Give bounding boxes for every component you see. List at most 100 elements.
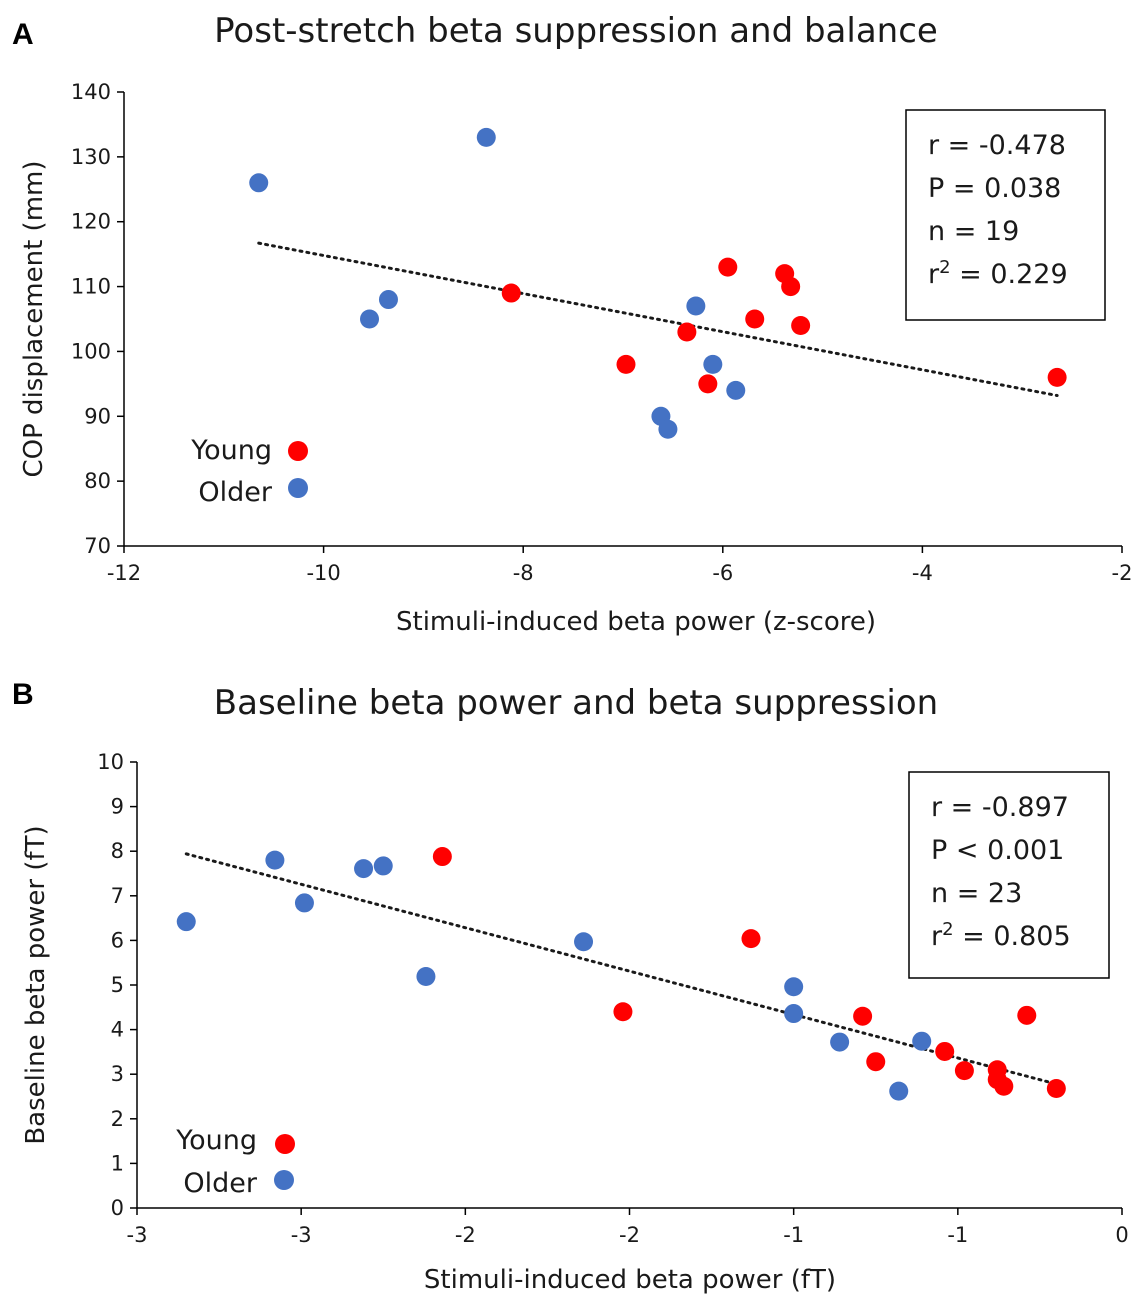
panel-b-point-young [741, 929, 761, 949]
panel-a-points [249, 127, 1067, 439]
panel-b-x-tick-label: -3 [291, 1223, 312, 1247]
panel-b-y-tick-label: 10 [97, 750, 124, 774]
panel-b-y-label: Baseline beta power (fT) [21, 825, 51, 1144]
panel-b-legend-older-marker [274, 1170, 294, 1190]
panel-a-y-tick-label: 120 [71, 210, 111, 234]
panel-b-point-young [954, 1061, 974, 1081]
panel-a-point-young [745, 309, 765, 329]
panel-b-letter: B [12, 678, 34, 711]
panel-b-y-tick-label: 6 [111, 928, 124, 952]
panel-a-x-tick-label: -4 [912, 561, 933, 585]
panel-b-y-tick-label: 4 [111, 1018, 124, 1042]
panel-a-y-tick-label: 70 [84, 534, 111, 558]
panel-b-point-young [1046, 1078, 1066, 1098]
panel-b-x-tick-label: -1 [947, 1223, 968, 1247]
panel-a-x-tick-label: -10 [306, 561, 340, 585]
panel-a-y-tick-label: 100 [71, 339, 111, 363]
panel-a-point-older [476, 127, 496, 147]
panel-b-point-young [994, 1076, 1014, 1096]
panel-b-stat-r: r = -0.897 [931, 792, 1069, 823]
panel-b: B Baseline beta power and beta suppressi… [12, 678, 1129, 1295]
panel-b-stat-r2: r2 = 0.805 [931, 919, 1071, 952]
panel-b-x-tick-label: -2 [619, 1223, 640, 1247]
panel-a-legend: Young Older [190, 435, 308, 508]
panel-b-y-ticks: 0 1 2 3 4 5 6 7 8 9 10 [97, 750, 137, 1220]
panel-b-x-label: Stimuli-induced beta power (fT) [424, 1265, 836, 1295]
panel-b-y-tick-label: 5 [111, 973, 124, 997]
panel-b-x-tick-label: -2 [455, 1223, 476, 1247]
panel-a-y-tick-label: 90 [84, 404, 111, 428]
panel-a-y-label: COP displacement (mm) [19, 161, 49, 478]
panel-b-y-tick-label: 1 [111, 1151, 124, 1175]
panel-a-point-older [360, 309, 380, 329]
panel-a-point-young [791, 315, 811, 335]
panel-b-y-tick-label: 7 [111, 884, 124, 908]
panel-a-point-older [686, 296, 706, 316]
panel-b-point-young [1017, 1005, 1037, 1025]
panel-a-x-tick-label: -2 [1112, 561, 1133, 585]
panel-a-legend-older-label: Older [198, 477, 273, 508]
panel-a-point-older [658, 419, 678, 439]
panel-a-point-older [703, 354, 723, 374]
panel-b-points [176, 847, 1066, 1101]
panel-a-point-young [698, 374, 718, 394]
panel-b-point-young [866, 1052, 886, 1072]
panel-b-legend-young-label: Young [175, 1125, 257, 1156]
panel-a-x-tick-label: -6 [712, 561, 733, 585]
panel-a-point-older [249, 173, 269, 193]
panel-a-stat-r2-value: 0.229 [990, 259, 1067, 290]
panel-a-x-label: Stimuli-induced beta power (z-score) [396, 607, 876, 637]
panel-b-x-tick-label: -1 [783, 1223, 804, 1247]
panel-a-point-young [501, 283, 521, 303]
panel-a-stat-p: P = 0.038 [928, 173, 1061, 204]
panel-b-point-older [912, 1031, 932, 1051]
panel-b-point-young [432, 847, 452, 867]
panel-b-stat-p: P < 0.001 [931, 835, 1064, 866]
panel-a-point-young [781, 277, 801, 297]
panel-b-y-tick-label: 9 [111, 795, 124, 819]
panel-b-x-tick-label: -3 [127, 1223, 148, 1247]
panel-b-legend-older-label: Older [183, 1168, 258, 1199]
panel-a-letter: A [12, 18, 34, 51]
panel-b-point-older [176, 912, 196, 932]
panel-b-y-tick-label: 2 [111, 1107, 124, 1131]
panel-b-x-tick-label: 0 [1115, 1223, 1128, 1247]
panel-a-point-older [726, 380, 746, 400]
panel-b-stat-r2-value: 0.805 [993, 921, 1070, 952]
panel-b-point-older [574, 932, 594, 952]
panel-b-point-older [416, 967, 436, 987]
panel-a-title: Post-stretch beta suppression and balanc… [214, 11, 938, 51]
panel-a-x-tick-label: -12 [107, 561, 141, 585]
panel-a-legend-young-marker [288, 441, 308, 461]
panel-b-point-young [853, 1006, 873, 1026]
panel-b-point-older [889, 1081, 909, 1101]
panel-b-y-tick-label: 0 [111, 1196, 124, 1220]
panel-a-point-young [1047, 367, 1067, 387]
panel-a-y-tick-label: 140 [71, 80, 111, 104]
panel-a-legend-older-marker [288, 478, 308, 498]
panel-a-y-tick-label: 80 [84, 469, 111, 493]
panel-a-trendline [257, 241, 1059, 398]
panel-a-point-young [677, 322, 697, 342]
panel-b-legend-young-marker [275, 1134, 295, 1154]
panel-b-legend: Young Older [175, 1125, 295, 1199]
panel-a-stat-r2: r2 = 0.229 [928, 257, 1068, 290]
panel-a-x-tick-label: -8 [513, 561, 534, 585]
panel-a: A Post-stretch beta suppression and bala… [12, 11, 1132, 637]
panel-b-point-older [784, 1004, 804, 1024]
panel-b-point-older [373, 856, 393, 876]
panel-b-y-tick-label: 8 [111, 839, 124, 863]
panel-b-point-older [265, 850, 285, 870]
panel-a-stat-r: r = -0.478 [928, 130, 1066, 161]
panel-b-point-young [935, 1041, 955, 1061]
panel-a-x-ticks: -12 -10 -8 -6 -4 -2 [107, 546, 1133, 585]
panel-b-y-tick-label: 3 [111, 1062, 124, 1086]
panel-b-stat-n: n = 23 [931, 878, 1022, 909]
panel-b-stats-box: r = -0.897 P < 0.001 n = 23 r2 = 0.805 [908, 771, 1110, 979]
panel-b-title: Baseline beta power and beta suppression [214, 683, 938, 723]
panel-a-point-young [616, 354, 636, 374]
panel-a-y-tick-label: 110 [71, 275, 111, 299]
panel-a-legend-young-label: Young [190, 435, 272, 466]
panel-a-stats-box: r = -0.478 P = 0.038 n = 19 r2 = 0.229 [905, 109, 1106, 321]
